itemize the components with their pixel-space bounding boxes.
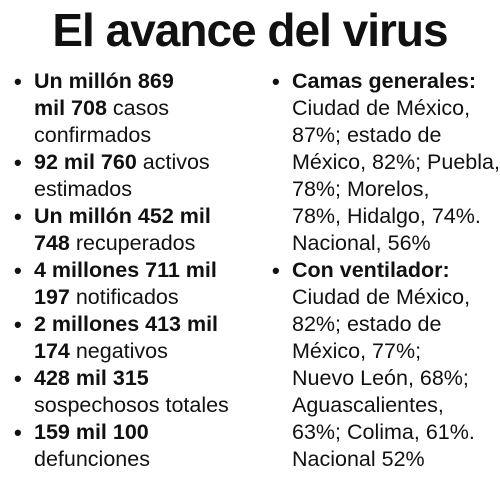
item-text: Nuevo León, 68%; [292,366,469,390]
stat-item: • 2 millones 413 mil 174 negativos [14,311,254,365]
hospital-occupancy-list: • Camas generales: Ciudad de México, 87%; e… [272,68,500,473]
bold-figure: 159 mil 100 [34,420,149,444]
stat-item: • Un millón 869 mil 708 casos confirmados [14,68,254,149]
bullet-icon: • [14,366,22,391]
bold-figure: mil 708 [34,96,107,120]
item-text: México, 82%; Puebla, [292,150,500,174]
item-text: 78%, Hidalgo, 74%. [292,204,481,228]
item-line: 2 millones 413 mil [34,311,254,338]
item-line: 87%; estado de [292,122,500,149]
item-line: estimados [34,176,254,203]
bullet-icon: • [14,150,22,175]
item-line: Un millón 452 mil [34,203,254,230]
item-line: 748 recuperados [34,230,254,257]
item-text: 63%; Colima, 61%. [292,420,475,444]
item-line: 197 notificados [34,284,254,311]
item-text: confirmados [34,123,152,147]
item-line: Nuevo León, 68%; [292,365,500,392]
bullet-icon: • [14,258,22,283]
bold-figure: Camas generales: [292,69,477,93]
item-line: mil 708 casos [34,95,254,122]
bullet-icon: • [14,69,22,94]
stat-item: • Un millón 452 mil 748 recuperados [14,203,254,257]
item-text: 82%; estado de [292,312,442,336]
item-text: casos [106,96,170,120]
item-text: recuperados [69,231,196,255]
stats-list-left: • Un millón 869 mil 708 casos confirmados • 9… [14,68,254,473]
bold-figure: 428 mil 315 [34,366,149,390]
stat-item: • 159 mil 100 defunciones [14,419,254,473]
item-line: defunciones [34,446,254,473]
item-text: Nacional, 56% [292,231,431,255]
item-line: México, 77%; [292,338,500,365]
bold-figure: 174 [34,339,70,363]
bullet-icon: • [272,69,280,94]
item-text: notificados [69,285,179,309]
occupancy-item: • Con ventilador: Ciudad de México, 82%; es… [272,257,500,473]
item-line: Un millón 869 [34,68,254,95]
bullet-icon: • [272,258,280,283]
bold-figure: 92 mil 760 [34,150,137,174]
item-line: Con ventilador: [292,257,500,284]
item-line: México, 82%; Puebla, [292,149,500,176]
bold-figure: Un millón 452 mil [34,204,211,228]
item-line: Nacional, 56% [292,230,500,257]
item-line: 159 mil 100 [34,419,254,446]
item-text: 87%; estado de [292,123,442,147]
bullet-icon: • [14,420,22,445]
bold-figure: Un millón 869 [34,69,174,93]
item-text: Ciudad de México, [292,96,471,120]
item-text: activos [136,150,210,174]
item-line: 174 negativos [34,338,254,365]
bullet-icon: • [14,312,22,337]
item-line: Camas generales: [292,68,500,95]
item-line: 4 millones 711 mil [34,257,254,284]
stat-item: • 92 mil 760 activos estimados [14,149,254,203]
bold-figure: 197 [34,285,70,309]
item-text: 78%; Morelos, [292,177,430,201]
item-line: Nacional 52% [292,446,500,473]
bold-figure: 748 [34,231,70,255]
bold-figure: Con ventilador: [292,258,450,282]
item-line: 92 mil 760 activos [34,149,254,176]
item-line: Aguascalientes, [292,392,500,419]
bullet-icon: • [14,204,22,229]
item-text: negativos [69,339,168,363]
item-line: 78%, Hidalgo, 74%. [292,203,500,230]
item-line: 78%; Morelos, [292,176,500,203]
item-text: estimados [34,177,132,201]
item-line: sospechosos totales [34,392,254,419]
item-text: defunciones [34,447,150,471]
item-line: Ciudad de México, [292,284,500,311]
item-text: sospechosos totales [34,393,229,417]
item-line: 82%; estado de [292,311,500,338]
stat-item: • 4 millones 711 mil 197 notificados [14,257,254,311]
item-text: Aguascalientes, [292,393,444,417]
item-line: Ciudad de México, [292,95,500,122]
page-title: El avance del virus [52,4,448,56]
item-line: 63%; Colima, 61%. [292,419,500,446]
item-text: México, 77%; [292,339,422,363]
stat-item: • 428 mil 315 sospechosos totales [14,365,254,419]
item-text: Ciudad de México, [292,285,471,309]
bold-figure: 2 millones 413 mil [34,312,219,336]
bold-figure: 4 millones 711 mil [34,258,217,282]
item-line: 428 mil 315 [34,365,254,392]
item-line: confirmados [34,122,254,149]
occupancy-item: • Camas generales: Ciudad de México, 87%; e… [272,68,500,257]
item-text: Nacional 52% [292,447,425,471]
